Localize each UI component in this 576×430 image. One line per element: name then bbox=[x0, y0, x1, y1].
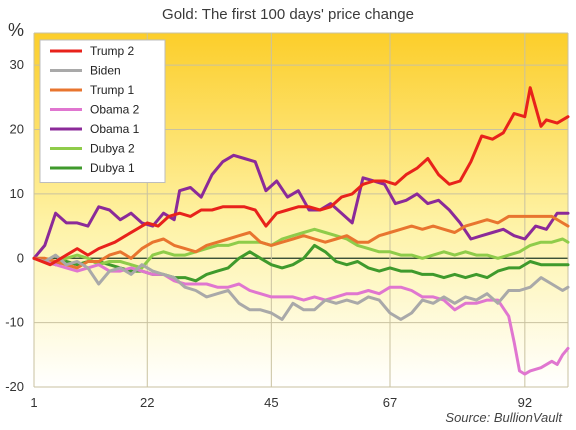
chart-title: Gold: The first 100 days' price change bbox=[162, 6, 414, 23]
legend-label: Obama 2 bbox=[90, 103, 140, 117]
legend-label: Trump 1 bbox=[90, 83, 135, 97]
legend-box bbox=[39, 39, 166, 183]
tick-labels: 30 20 10 0 -10 -20 1 22 45 67 92 bbox=[5, 57, 532, 410]
x-tick-label: 67 bbox=[383, 395, 397, 410]
series-lines bbox=[32, 86, 570, 376]
legend: Trump 2 Biden Trump 1 Obama 2 Obama 1 Dubya 2… bbox=[39, 39, 166, 183]
x-tick-label: 92 bbox=[518, 395, 532, 410]
x-tick-label: 45 bbox=[264, 395, 278, 410]
series-line-obama-2 bbox=[32, 256, 570, 376]
legend-label: Trump 2 bbox=[90, 44, 135, 58]
x-tick-label: 1 bbox=[30, 395, 37, 410]
y-tick-label: -20 bbox=[5, 379, 24, 394]
x-tick-label: 22 bbox=[140, 395, 154, 410]
legend-label: Dubya 2 bbox=[90, 142, 135, 156]
y-tick-label: 0 bbox=[17, 250, 24, 265]
series-line-obama-1 bbox=[32, 153, 570, 260]
legend-label: Dubya 1 bbox=[90, 161, 135, 175]
legend-label: Obama 1 bbox=[90, 122, 140, 136]
series-line-dubya-2 bbox=[32, 227, 570, 270]
series-line-trump-1 bbox=[32, 214, 570, 270]
series-line-trump-2 bbox=[32, 86, 570, 267]
y-tick-label: 10 bbox=[10, 186, 24, 201]
source-label: Source: BullionVault bbox=[445, 410, 562, 425]
y-tick-label: 30 bbox=[10, 57, 24, 72]
y-tick-label: 20 bbox=[10, 122, 24, 137]
unit-label: % bbox=[8, 20, 25, 40]
y-tick-label: -10 bbox=[5, 315, 24, 330]
series-line-biden bbox=[32, 253, 570, 321]
legend-label: Biden bbox=[90, 64, 121, 78]
